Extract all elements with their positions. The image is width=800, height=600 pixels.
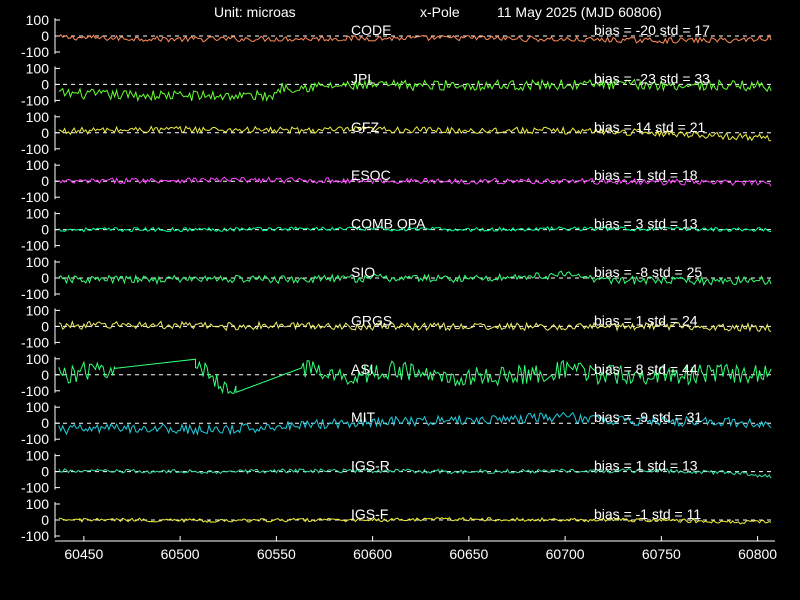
y-tick-label: 0 (41, 367, 49, 383)
y-tick-label: 100 (26, 302, 50, 318)
series-stats-label: bias = 1 std = 13 (594, 458, 698, 474)
y-tick-label: -100 (21, 92, 49, 108)
x-tick-label: 60800 (738, 546, 777, 562)
y-tick-label: 0 (41, 512, 49, 528)
y-tick-label: 100 (26, 12, 50, 28)
y-tick-label: 100 (26, 157, 50, 173)
y-tick-label: 100 (26, 206, 50, 222)
y-tick-label: 0 (41, 318, 49, 334)
series-line (58, 468, 772, 479)
series-name-label: IGS-F (351, 506, 388, 522)
y-tick-label: 100 (26, 448, 50, 464)
y-tick-label: -100 (21, 480, 49, 496)
y-tick-label: 100 (26, 351, 50, 367)
y-tick-label: 0 (41, 173, 49, 189)
series-line (58, 516, 772, 525)
series-stats-label: bias = -1 std = 11 (594, 506, 701, 522)
y-tick-label: 0 (41, 222, 49, 238)
series-name-label: SIO (351, 264, 375, 280)
series-stats-label: bias = 1 std = 24 (594, 312, 698, 328)
series-line (58, 270, 772, 287)
series-line (58, 125, 772, 142)
y-tick-label: 0 (41, 415, 49, 431)
series-stats-label: bias = -20 std = 17 (594, 22, 710, 38)
x-tick-label: 60500 (161, 546, 200, 562)
component-label: x-Pole (420, 4, 460, 20)
series-stats-label: bias = 14 std = 21 (594, 119, 706, 135)
y-tick-label: -100 (21, 383, 49, 399)
y-tick-label: 0 (41, 76, 49, 92)
y-tick-label: 100 (26, 496, 50, 512)
series-stats-label: bias = 8 std = 44 (594, 361, 698, 377)
series-line (58, 176, 772, 187)
series-stats-label: bias = -9 std = 31 (594, 409, 702, 425)
series-name-label: GRGS (351, 312, 392, 328)
x-tick-label: 60750 (642, 546, 681, 562)
x-tick-label: 60700 (546, 546, 585, 562)
series-stats-label: bias = -8 std = 25 (594, 264, 702, 280)
series-name-label: ESOC (351, 167, 391, 183)
date-label: 11 May 2025 (MJD 60806) (497, 4, 662, 20)
y-tick-label: 0 (41, 125, 49, 141)
series-stats-label: bias = 3 std = 13 (594, 216, 698, 232)
series-name-label: MIT (351, 409, 376, 425)
series-name-label: IGS-R (351, 458, 390, 474)
x-tick-label: 60450 (64, 546, 103, 562)
series-line (58, 358, 772, 395)
y-tick-label: -100 (21, 189, 49, 205)
x-tick-label: 60600 (353, 546, 392, 562)
y-tick-label: 0 (41, 28, 49, 44)
x-tick-label: 60650 (449, 546, 488, 562)
series-line (58, 33, 772, 45)
series-name-label: GFZ (351, 119, 379, 135)
unit-label: Unit: microas (214, 4, 296, 20)
y-tick-label: -100 (21, 334, 49, 350)
x-tick-label: 60550 (257, 546, 296, 562)
series-name-label: COMB OPA (351, 216, 426, 232)
y-tick-label: 100 (26, 60, 50, 76)
y-tick-label: -100 (21, 44, 49, 60)
series-stats-label: bias = 1 std = 18 (594, 167, 698, 183)
y-tick-label: -100 (21, 431, 49, 447)
y-tick-label: 0 (41, 270, 49, 286)
series-line (58, 320, 772, 333)
series-line (58, 78, 772, 103)
series-name-label: JPL (351, 70, 375, 86)
y-tick-label: -100 (21, 528, 49, 544)
y-tick-label: 100 (26, 254, 50, 270)
series-line (58, 226, 772, 233)
series-name-label: CODE (351, 22, 391, 38)
x-axis: 60450 60500 60550 60600 60650 60700 60750 60800 (55, 536, 777, 562)
y-tick-label: -100 (21, 286, 49, 302)
y-tick-label: -100 (21, 141, 49, 157)
y-tick-label: 100 (26, 109, 50, 125)
y-tick-label: -100 (21, 238, 49, 254)
series-name-label: ASI (351, 361, 374, 377)
series-line (58, 411, 772, 436)
series-stats-label: bias = -23 std = 33 (594, 70, 710, 86)
y-tick-label: 0 (41, 464, 49, 480)
y-tick-label: 100 (26, 399, 50, 415)
